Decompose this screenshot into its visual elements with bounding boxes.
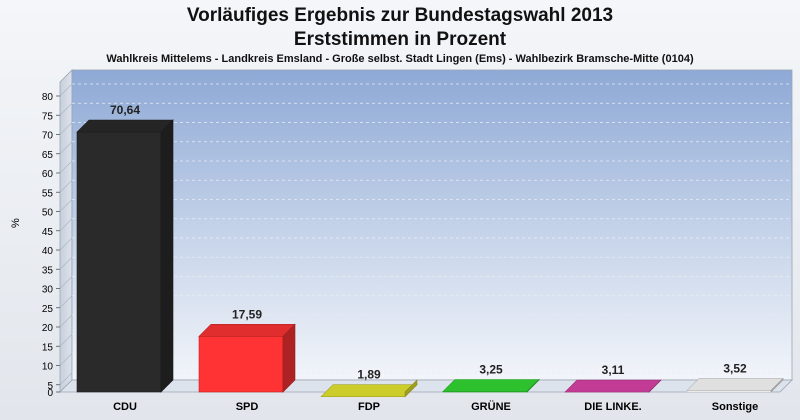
x-tick-label: DIE LINKE. bbox=[584, 401, 641, 413]
gridline-wall bbox=[59, 122, 73, 135]
y-tick-label: 70 bbox=[42, 131, 54, 142]
gridline-wall bbox=[59, 276, 73, 289]
y-tick-label: 35 bbox=[42, 265, 54, 276]
y-tick-label: 75 bbox=[42, 111, 54, 122]
bar-value-label: 1,89 bbox=[357, 368, 381, 382]
y-tick-label: 40 bbox=[42, 246, 54, 257]
gridline-wall bbox=[59, 372, 73, 385]
bar-side bbox=[282, 323, 296, 393]
bar bbox=[442, 378, 540, 393]
bar bbox=[564, 379, 662, 393]
bar-side bbox=[770, 377, 784, 393]
bar-value-label: 70,64 bbox=[110, 103, 140, 117]
bar-top bbox=[564, 379, 662, 393]
y-tick-label: 55 bbox=[42, 188, 54, 199]
y-tick-label: 5 bbox=[47, 381, 53, 392]
chart-title-line2: Erststimmen in Prozent bbox=[293, 29, 507, 50]
y-tick-label: 15 bbox=[42, 342, 54, 353]
y-tick-label: 65 bbox=[42, 150, 54, 161]
x-tick-label: Sonstige bbox=[712, 401, 758, 413]
gridline-wall bbox=[59, 103, 73, 116]
bar-front bbox=[76, 131, 162, 393]
y-tick-label: 80 bbox=[42, 92, 54, 103]
gridline-wall bbox=[59, 199, 73, 212]
gridline-wall bbox=[59, 314, 73, 328]
bar-side bbox=[160, 119, 174, 393]
gridline-wall bbox=[59, 237, 73, 251]
bar bbox=[198, 323, 296, 393]
x-tick-label: SPD bbox=[236, 401, 259, 413]
y-tick-label: 20 bbox=[42, 323, 54, 334]
bar-side bbox=[526, 378, 540, 393]
bar bbox=[320, 379, 418, 398]
bar-front bbox=[198, 335, 284, 393]
y-tick-label: 50 bbox=[42, 208, 54, 219]
plot-background bbox=[71, 69, 793, 381]
gridline-wall bbox=[59, 295, 73, 308]
bar-value-label: 3,11 bbox=[602, 363, 625, 377]
gridline-wall bbox=[59, 141, 73, 154]
y-tick-label: 45 bbox=[42, 227, 54, 238]
x-tick-label: FDP bbox=[358, 401, 380, 413]
gridline-wall bbox=[59, 334, 73, 347]
bar-side bbox=[404, 379, 418, 398]
x-tick-label: CDU bbox=[113, 401, 137, 413]
bar-top bbox=[76, 119, 174, 133]
bar-top bbox=[686, 378, 784, 391]
chart-title: Vorläufiges Ergebnis zur Bundestagswahl … bbox=[186, 5, 614, 26]
x-tick-label: GRÜNE bbox=[471, 400, 511, 413]
bar-value-label: 3,25 bbox=[479, 362, 503, 376]
y-tick-label: 60 bbox=[42, 169, 54, 180]
gridline-wall bbox=[59, 218, 73, 231]
bar-value-label: 17,59 bbox=[232, 307, 262, 321]
bar-top bbox=[320, 384, 418, 398]
y-tick-label: 30 bbox=[42, 285, 54, 296]
gridline-wall bbox=[59, 83, 73, 97]
bar-side bbox=[648, 379, 662, 393]
bar-top bbox=[198, 323, 296, 337]
side-wall bbox=[59, 69, 73, 393]
bar bbox=[76, 119, 174, 393]
y-tick-label: 10 bbox=[42, 362, 54, 373]
gridline-wall bbox=[59, 257, 73, 270]
gridline-wall bbox=[59, 160, 73, 174]
chart-subtitle: Wahlkreis Mittelems - Landkreis Emsland … bbox=[106, 53, 694, 65]
bar bbox=[686, 377, 784, 393]
bar-top bbox=[442, 379, 540, 392]
y-tick-label: 0 bbox=[47, 388, 53, 399]
bar-value-label: 3,52 bbox=[723, 361, 747, 375]
gridline-wall bbox=[59, 180, 73, 193]
gridline-wall bbox=[59, 353, 73, 366]
y-tick-label: 25 bbox=[42, 304, 54, 315]
